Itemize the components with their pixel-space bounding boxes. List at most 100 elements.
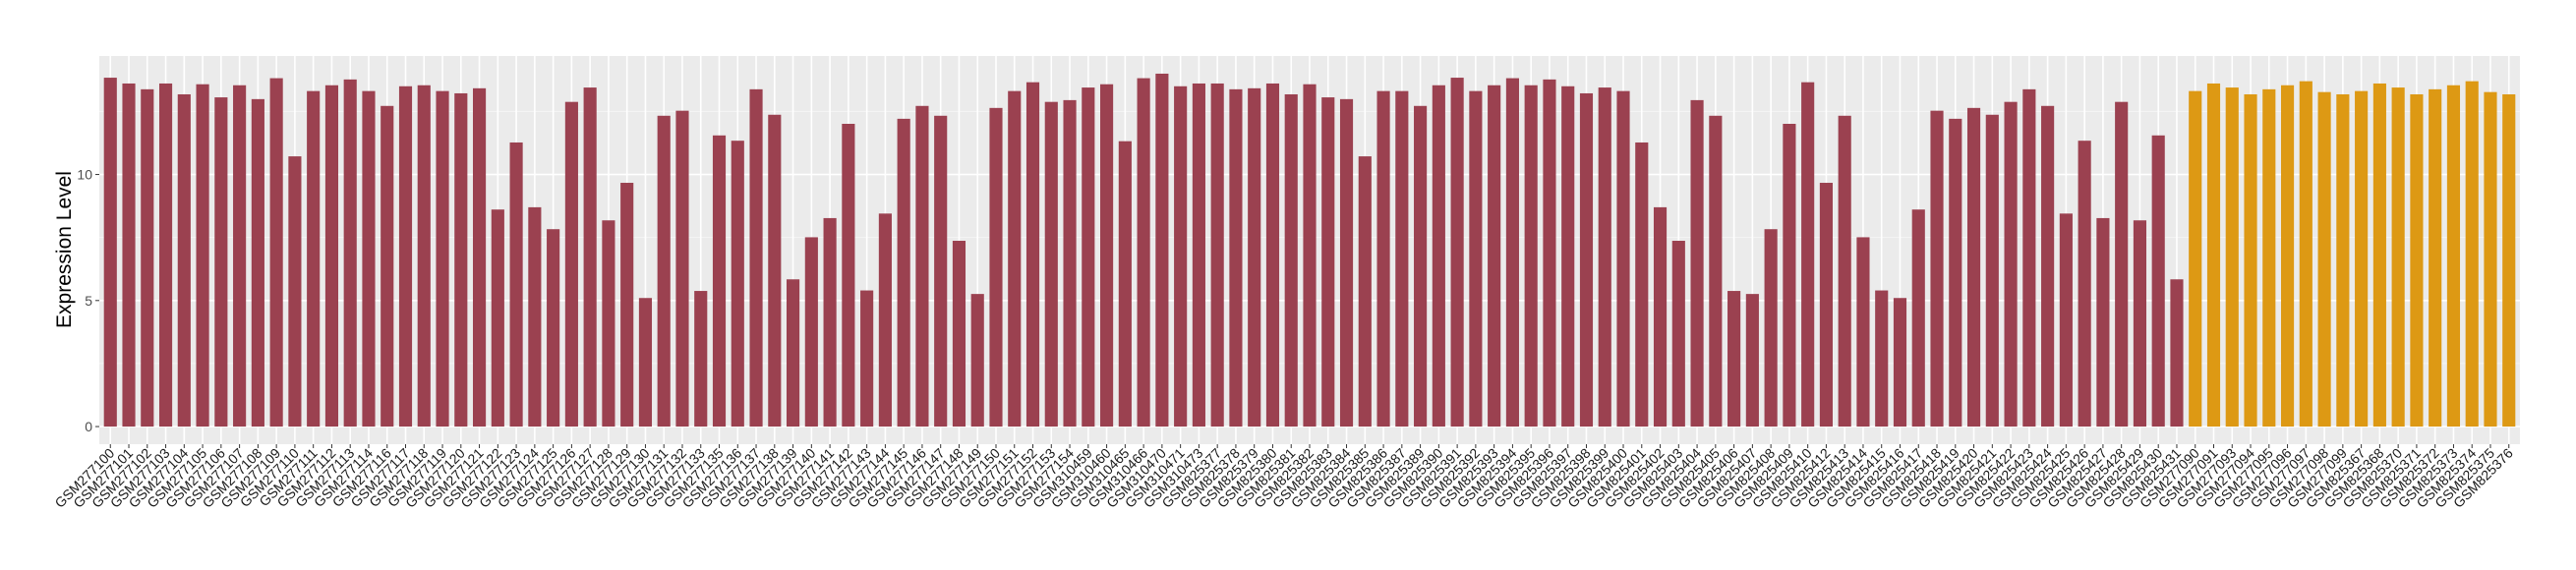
bar-GSM825431 (2170, 279, 2184, 428)
bar-GSM277140 (804, 237, 818, 428)
bar-GSM277130 (638, 298, 653, 428)
bar-GSM825407 (1745, 294, 1759, 428)
bar-GSM825425 (2059, 213, 2073, 428)
bar-GSM277091 (2206, 83, 2221, 428)
bar-GSM277121 (472, 87, 487, 428)
bar-GSM277123 (509, 142, 523, 428)
bar-GSM825379 (1248, 87, 1261, 428)
bar-GSM277137 (749, 88, 763, 428)
bar-GSM825387 (1395, 90, 1409, 428)
bar-GSM825402 (1653, 206, 1668, 428)
bar-GSM277152 (1025, 82, 1040, 428)
bar-GSM825391 (1450, 78, 1464, 428)
bar-GSM277113 (343, 79, 357, 428)
bar-GSM277135 (712, 135, 727, 428)
bar-GSM825399 (1598, 87, 1611, 428)
bar-GSM825418 (1930, 110, 1944, 428)
bar-GSM825421 (1985, 114, 1999, 428)
bar-GSM310459 (1082, 87, 1095, 428)
bar-GSM825367 (2355, 90, 2369, 428)
bar-GSM825392 (1469, 90, 1483, 428)
bar-GSM277105 (196, 84, 209, 428)
bar-GSM825429 (2133, 220, 2147, 428)
bar-GSM825401 (1635, 142, 1649, 428)
bar-GSM277103 (158, 83, 173, 428)
bar-GSM825398 (1579, 92, 1594, 428)
bar-GSM277141 (823, 217, 837, 428)
bar-GSM825419 (1949, 118, 1962, 428)
bar-GSM825422 (2004, 101, 2018, 428)
bar-GSM825382 (1303, 84, 1317, 428)
bar-GSM825416 (1893, 298, 1907, 428)
bar-GSM825386 (1376, 90, 1390, 428)
y-axis-title: Expression Level (53, 171, 76, 328)
bar-GSM277110 (288, 156, 302, 428)
bar-GSM825390 (1432, 85, 1445, 428)
bar-GSM825380 (1265, 83, 1280, 428)
y-tick-label: 10 (77, 167, 92, 183)
x-axis: GSM277100GSM277101GSM277102GSM277103GSM2… (51, 444, 2516, 511)
bar-GSM277108 (251, 98, 264, 428)
bar-GSM277090 (2189, 90, 2202, 428)
bar-GSM277151 (1008, 90, 1022, 428)
bar-GSM277095 (2262, 88, 2276, 428)
bar-GSM825413 (1838, 115, 1851, 428)
bar-GSM825383 (1321, 97, 1335, 428)
bar-GSM277117 (398, 86, 413, 428)
bar-GSM277147 (934, 115, 948, 428)
bar-GSM825376 (2502, 93, 2516, 428)
bar-GSM825378 (1229, 88, 1243, 428)
y-tick-label: 5 (85, 293, 92, 309)
bar-GSM825428 (2115, 101, 2129, 428)
bar-GSM277112 (324, 85, 339, 428)
bar-GSM277145 (897, 118, 910, 428)
bar-GSM277148 (952, 241, 966, 428)
bar-GSM825430 (2151, 135, 2165, 428)
bar-GSM825373 (2446, 85, 2461, 428)
bar-GSM277096 (2280, 85, 2295, 428)
bar-GSM277154 (1063, 99, 1077, 428)
bar-GSM825420 (1966, 107, 1981, 428)
bar-GSM825404 (1690, 99, 1704, 428)
y-axis: 0 5 10 (77, 167, 99, 434)
bar-GSM825405 (1709, 115, 1723, 428)
bar-GSM825385 (1358, 156, 1372, 428)
bar-GSM825403 (1671, 241, 1685, 428)
bar-GSM825384 (1339, 98, 1354, 428)
bar-GSM825393 (1488, 85, 1501, 428)
bar-GSM277150 (989, 107, 1003, 428)
bar-GSM825370 (2391, 87, 2405, 428)
bar-GSM277118 (417, 85, 431, 428)
bar-GSM277153 (1044, 101, 1058, 428)
bar-GSM277136 (731, 141, 744, 428)
bar-GSM277093 (2225, 87, 2239, 428)
bar-GSM277138 (768, 114, 782, 428)
bar-GSM825400 (1616, 90, 1630, 428)
bar-GSM277098 (2317, 91, 2331, 428)
bar-GSM277114 (362, 90, 376, 428)
bar-GSM277119 (436, 90, 449, 428)
bar-GSM277144 (878, 213, 892, 428)
bar-GSM825396 (1543, 79, 1556, 428)
bar-GSM277146 (915, 105, 929, 428)
bar-GSM277124 (528, 206, 542, 428)
bar-GSM277126 (564, 101, 578, 428)
bars (103, 73, 2516, 428)
bar-GSM310466 (1137, 78, 1150, 428)
y-tick-label: 0 (85, 419, 92, 434)
bar-GSM277097 (2299, 81, 2313, 428)
bar-GSM825414 (1856, 237, 1870, 428)
bar-GSM310460 (1100, 84, 1114, 428)
bar-GSM310473 (1192, 83, 1205, 428)
bar-GSM277131 (657, 115, 671, 428)
bar-GSM310471 (1174, 86, 1188, 428)
bar-GSM825408 (1764, 229, 1778, 428)
bar-GSM277142 (842, 123, 855, 428)
bar-GSM825395 (1524, 85, 1538, 428)
bar-GSM825368 (2372, 83, 2386, 428)
bar-GSM310470 (1155, 73, 1169, 428)
bar-GSM277129 (620, 183, 634, 428)
bar-GSM277133 (694, 291, 708, 428)
bar-GSM277116 (381, 105, 394, 428)
bar-GSM825426 (2078, 141, 2091, 428)
